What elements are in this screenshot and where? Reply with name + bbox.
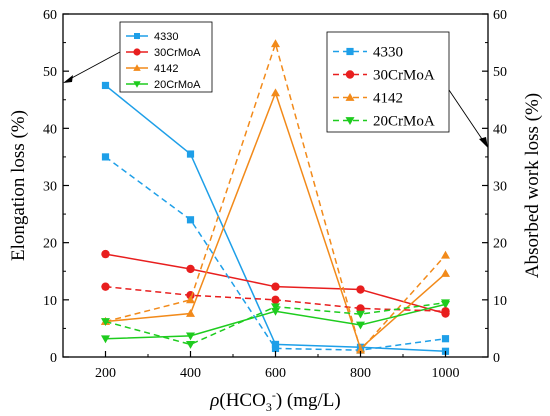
data-point-4142-right (441, 250, 450, 259)
legend-axis-arrows (63, 51, 488, 148)
data-point-4330-right (441, 335, 450, 343)
data-point-30crmoa-right (356, 304, 365, 313)
data-point-4330-left (101, 81, 110, 90)
data-point-4330-left (271, 340, 280, 349)
series-4330-right (101, 153, 450, 354)
y-axis-title: Elongation loss (%) (8, 110, 29, 261)
x-tick-label: 800 (350, 366, 371, 381)
legend-label: 4330 (373, 45, 403, 61)
data-point-20crmoa-left (101, 335, 110, 344)
x-tick-label: 400 (180, 366, 201, 381)
y2-tick-label: 20 (493, 237, 507, 252)
data-point-20crmoa-right (441, 299, 450, 308)
series-layer (101, 39, 450, 355)
legend-swatch-marker (133, 64, 141, 71)
right-axis-arrow-head (479, 137, 488, 148)
legend-label: 20CrMoA (373, 114, 435, 130)
y2-tick-label: 40 (493, 122, 507, 137)
data-point-20crmoa-right (101, 318, 110, 327)
left-axis-arrow-line (67, 51, 121, 81)
series-4142-right (101, 39, 450, 354)
data-point-4142-right (356, 345, 365, 354)
legend-label: 30CrMoA (154, 47, 201, 59)
series-20crmoa-right (101, 299, 450, 349)
y-tick-label: 30 (43, 180, 57, 195)
data-point-20crmoa-right (186, 341, 195, 349)
data-point-20crmoa-left (271, 307, 280, 316)
legend-swatch-marker (345, 93, 355, 101)
legend-swatch-marker (133, 81, 141, 88)
legend-swatch-marker (345, 70, 355, 79)
data-point-4142-right (186, 295, 195, 304)
data-point-20crmoa-right (356, 310, 365, 319)
legend-label: 4142 (154, 63, 178, 75)
data-point-4330-right (186, 216, 195, 224)
data-point-30crmoa-right (441, 307, 450, 316)
data-point-20crmoa-right (271, 303, 280, 312)
legend-swatch-marker (345, 117, 355, 125)
data-point-20crmoa-left (186, 332, 195, 341)
data-point-30crmoa-left (356, 285, 365, 294)
legend-swatch-marker (346, 47, 354, 56)
data-point-4330-left (186, 150, 195, 158)
y2-tick-label: 60 (493, 8, 507, 23)
legend-swatch-marker (133, 48, 141, 56)
y2-tick-label: 30 (493, 180, 507, 195)
y2-tick-label: 0 (493, 351, 500, 366)
data-point-4142-left (186, 309, 195, 317)
data-point-30crmoa-right (271, 295, 280, 305)
y-tick-label: 50 (43, 65, 57, 80)
x-axis-title: ρ(HCO3-) (mg/L) (209, 388, 340, 414)
legend-label: 4142 (373, 91, 403, 107)
y-tick-label: 20 (43, 237, 57, 252)
y-tick-label: 10 (43, 294, 57, 309)
legend-layer: 4330 30CrMoA 4142 20CrMoA 4330 30CrMoA 4142 20C… (63, 21, 488, 148)
x-tick-label: 200 (95, 366, 116, 381)
axes-layer: 200 400 600 800 1000010203040506001020304050… (8, 8, 543, 414)
y2-tick-label: 50 (493, 65, 507, 80)
y-tick-label: 40 (43, 122, 57, 137)
data-point-4330-right (101, 153, 110, 161)
data-point-4142-left (441, 269, 450, 277)
y-tick-label: 60 (43, 8, 57, 23)
y2-axis-title: Absorbed work loss (%) (522, 93, 543, 278)
legend-swatch-marker (134, 33, 140, 39)
left-axis-arrow-head (63, 75, 73, 83)
data-point-4330-right (271, 344, 280, 353)
legend-label: 4330 (154, 31, 178, 43)
data-point-30crmoa-left (186, 264, 195, 274)
data-point-4142-left (271, 88, 280, 97)
data-point-20crmoa-left (356, 321, 365, 330)
y2-tick-label: 10 (493, 294, 507, 309)
data-point-30crmoa-left (101, 249, 110, 259)
y-tick-label: 0 (50, 351, 57, 366)
data-point-4142-right (271, 39, 280, 48)
data-point-30crmoa-left (271, 282, 280, 291)
legend-label: 30CrMoA (373, 68, 435, 84)
legend-right: 4330 30CrMoA 4142 20CrMoA (326, 31, 450, 133)
x-tick-label: 1000 (432, 366, 460, 381)
legend-label: 20CrMoA (154, 79, 201, 91)
series-line-4330-right (105, 156, 446, 351)
right-axis-arrow-line (448, 89, 485, 143)
data-point-30crmoa-right (101, 282, 110, 291)
x-tick-label: 600 (265, 366, 286, 381)
legend-left: 4330 30CrMoA 4142 20CrMoA (119, 21, 213, 93)
